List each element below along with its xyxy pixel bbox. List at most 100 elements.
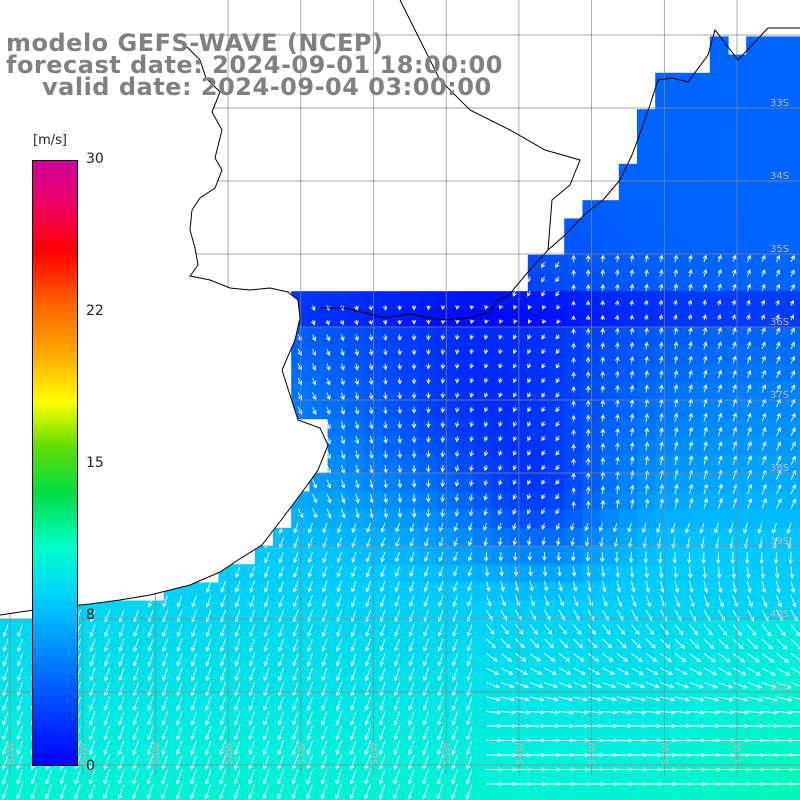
wind-speed-cell [473, 709, 492, 729]
wind-arrow [264, 551, 270, 564]
wind-arrow [688, 426, 694, 437]
wind-arrow [673, 268, 679, 277]
wind-arrow [571, 371, 576, 379]
wind-speed-cell [455, 364, 474, 383]
wind-arrow [643, 551, 648, 564]
wind-arrow [771, 522, 777, 534]
wind-speed-cell [200, 728, 219, 747]
wind-arrow [146, 769, 154, 785]
wind-speed-cell [691, 291, 711, 310]
wind-arrow [297, 508, 304, 519]
wind-speed-cell [728, 564, 747, 583]
map-title-forecast-date: forecast date: 2024-09-01 18:00:00 [6, 51, 503, 79]
wind-speed-cell [600, 600, 620, 620]
wind-arrow [760, 566, 766, 579]
wind-arrow [645, 595, 652, 608]
wind-speed-cell [673, 382, 693, 401]
wind-arrow [790, 283, 795, 292]
wind-arrow [501, 723, 517, 729]
wind-arrow [426, 421, 431, 429]
wind-arrow [439, 522, 444, 532]
wind-arrow [354, 377, 360, 386]
wind-arrow [791, 740, 800, 741]
wind-speed-cell [400, 400, 420, 420]
wind-arrow [190, 740, 197, 756]
wind-speed-cell [709, 163, 729, 183]
wind-arrow [558, 682, 573, 689]
wind-arrow [383, 508, 389, 519]
wind-arrow [629, 269, 635, 277]
wind-speed-cell [309, 400, 329, 420]
wind-speed-cell [764, 364, 784, 383]
wind-arrow [644, 355, 649, 364]
wind-arrow [383, 348, 388, 356]
wind-arrow [411, 334, 417, 341]
wind-arrow [587, 667, 601, 675]
wind-speed-cell [709, 418, 729, 438]
wind-speed-cell [473, 327, 492, 347]
wind-arrow [703, 624, 713, 636]
wind-speed-cell [382, 364, 401, 383]
wind-arrow [602, 653, 614, 662]
wind-speed-cell [691, 182, 711, 201]
wind-speed-cell [691, 782, 711, 800]
wind-arrow [277, 682, 284, 697]
wind-speed-cell [728, 618, 747, 638]
wind-arrow [498, 348, 503, 355]
wind-speed-cell [782, 691, 800, 711]
wind-arrow [59, 783, 67, 800]
wind-arrow [426, 334, 431, 341]
wind-arrow [379, 711, 386, 726]
wind-arrow [529, 682, 544, 689]
wind-speed-cell [782, 327, 800, 347]
wind-arrow [161, 769, 168, 785]
wind-arrow [631, 667, 644, 675]
wind-speed-cell [782, 618, 800, 638]
wind-arrow [351, 522, 357, 534]
wind-arrow [689, 653, 702, 663]
wind-speed-cell [54, 782, 74, 800]
wind-arrow [718, 696, 734, 702]
wind-speed-cell [382, 455, 401, 474]
wind-arrow [424, 551, 429, 563]
wind-speed-cell [600, 709, 620, 729]
wind-arrow [617, 723, 633, 729]
wind-speed-cell [491, 382, 511, 401]
wind-arrow [235, 566, 241, 579]
wind-speed-cell [418, 637, 438, 656]
wind-arrow [205, 725, 212, 741]
wind-arrow [162, 624, 168, 638]
wind-speed-cell [728, 728, 747, 747]
wind-arrow [718, 455, 723, 466]
wind-speed-cell [728, 673, 747, 693]
wind-arrow [89, 638, 96, 652]
wind-arrow [350, 638, 357, 652]
wind-arrow [383, 450, 388, 459]
wind-arrow [585, 414, 591, 422]
wind-arrow [732, 426, 738, 437]
wind-speed-cell [400, 364, 420, 383]
wind-arrow [467, 551, 473, 562]
wind-arrow [541, 493, 546, 500]
wind-speed-cell [109, 618, 128, 638]
wind-arrow [790, 498, 797, 509]
wind-arrow [395, 522, 400, 533]
colorbar-tick-0: 0 [86, 758, 95, 774]
wind-speed-cell [673, 582, 693, 602]
wind-speed-cell [546, 600, 565, 620]
wind-speed-cell [527, 455, 547, 474]
wind-arrow [732, 455, 738, 466]
wind-arrow [746, 327, 752, 335]
wind-speed-cell [345, 436, 365, 456]
wind-arrow [277, 754, 284, 770]
wind-speed-cell [764, 72, 784, 92]
wind-arrow [656, 522, 661, 534]
wind-arrow [118, 667, 125, 682]
wind-arrow [397, 435, 403, 444]
wind-arrow [602, 667, 615, 675]
wind-speed-cell [491, 600, 511, 620]
wind-speed-cell [691, 746, 711, 765]
wind-arrow [411, 363, 417, 370]
wind-speed-cell [473, 691, 492, 711]
wind-arrow [146, 783, 154, 800]
